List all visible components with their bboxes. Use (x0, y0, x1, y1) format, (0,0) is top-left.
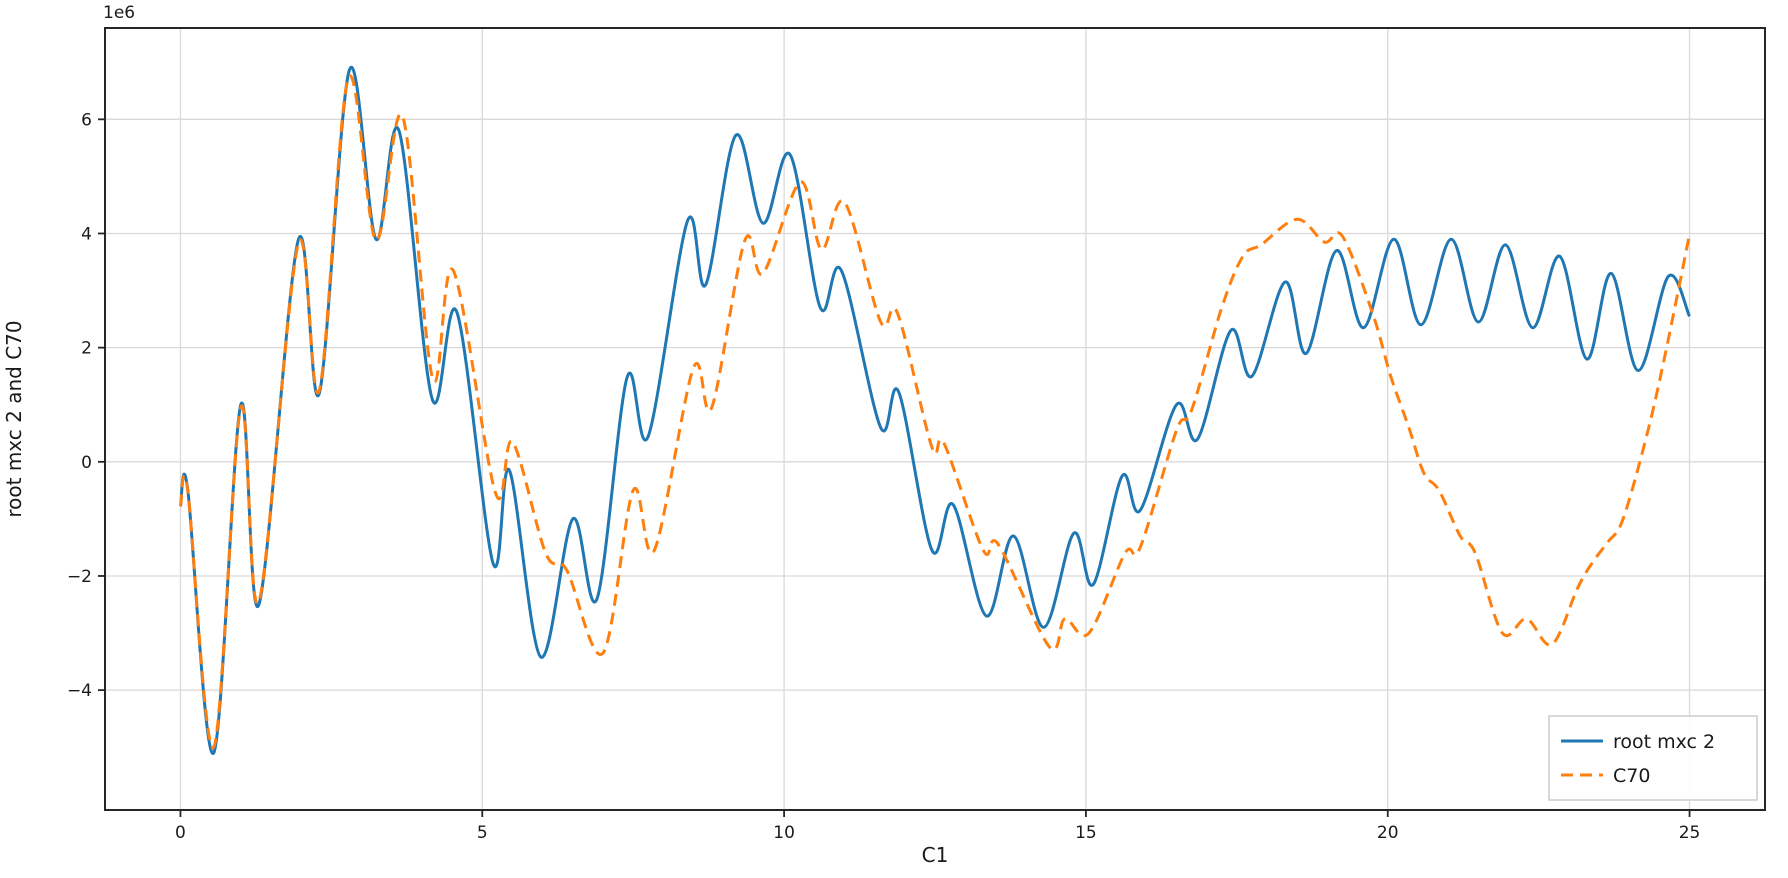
y-tick-label: 4 (81, 224, 92, 244)
x-tick-label: 20 (1377, 823, 1399, 843)
y-tick-label: −2 (67, 567, 92, 587)
y-tick-label: 0 (81, 453, 92, 473)
legend-label: C70 (1613, 765, 1650, 787)
y-tick-label: 6 (81, 110, 92, 130)
x-tick-label: 15 (1075, 823, 1097, 843)
y-tick-label: −4 (67, 681, 92, 701)
plot-frame (104, 27, 1766, 811)
y-axis-offset-label: 1e6 (103, 3, 136, 23)
x-tick-label: 10 (773, 823, 795, 843)
series-line-c70 (179, 74, 1691, 749)
series-line-root-mxc-2 (179, 65, 1691, 755)
y-tick-label: 2 (81, 339, 92, 359)
x-tick-label: 5 (477, 823, 488, 843)
legend-box (1548, 715, 1758, 801)
y-axis-label-text: root mxc 2 and C70 (2, 320, 26, 518)
legend-label: root mxc 2 (1613, 731, 1715, 753)
x-tick-label: 25 (1679, 823, 1701, 843)
x-axis-label: C1 (921, 843, 949, 867)
x-tick-label: 0 (175, 823, 186, 843)
